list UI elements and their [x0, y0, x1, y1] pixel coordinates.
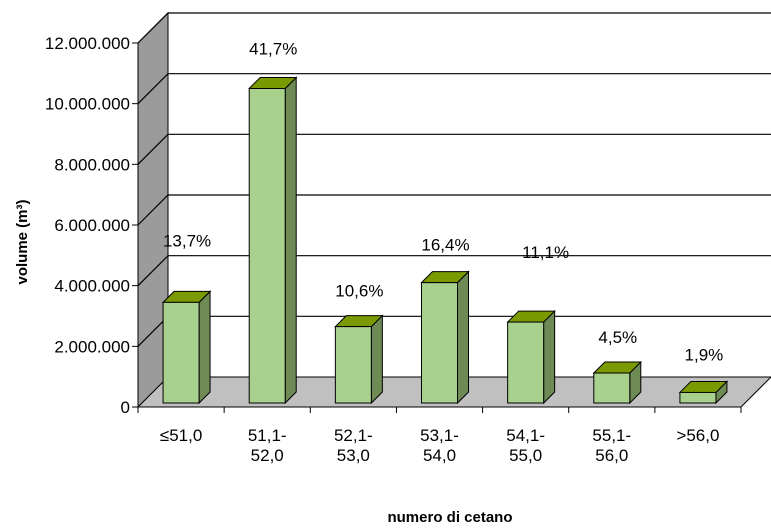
- gridline: [137, 133, 771, 165]
- y-tick-label: 4.000.000: [54, 277, 130, 296]
- data-label: 11,1%: [522, 243, 569, 262]
- bars: [161, 76, 729, 405]
- x-tick-label: ≤51,0: [160, 426, 202, 445]
- x-tick-label-line: 53,1-: [420, 426, 459, 445]
- y-tick-label: 0: [121, 398, 130, 417]
- x-tick-label: 54,1-55,0: [506, 426, 545, 465]
- bar-front: [162, 301, 200, 404]
- gridline: [137, 12, 771, 44]
- data-label: 1,9%: [685, 345, 724, 364]
- x-tick-label: 52,1-53,0: [334, 426, 373, 465]
- x-tick-label: >56,0: [676, 426, 719, 445]
- y-tick-label: 2.000.000: [54, 337, 130, 356]
- bar: [678, 380, 729, 405]
- bar-front: [334, 326, 372, 404]
- x-tick-label-line: 53,0: [337, 446, 370, 465]
- bar: [334, 314, 384, 405]
- x-tick-label: 55,1-56,0: [592, 426, 631, 465]
- bar-side: [284, 76, 297, 405]
- x-tick-label-line: 51,1-: [248, 426, 287, 445]
- data-label: 10,6%: [335, 282, 383, 301]
- x-tick-label-line: ≤51,0: [160, 426, 202, 445]
- bar-front: [507, 321, 545, 404]
- y-tick-label: 8.000.000: [54, 155, 130, 174]
- bar: [161, 290, 212, 405]
- y-tick-label: 10.000.000: [45, 95, 130, 114]
- gridline: [137, 255, 771, 287]
- x-tick-label: 53,1-54,0: [420, 426, 459, 465]
- bar-side: [457, 270, 469, 405]
- bar-front: [248, 88, 286, 404]
- bar: [248, 76, 298, 405]
- bar-side: [198, 290, 211, 405]
- y-tick-label: 12.000.000: [45, 34, 130, 53]
- bar-side: [543, 309, 556, 405]
- x-axis-title: numero di cetano: [387, 509, 512, 526]
- x-tick-labels: ≤51,0 51,1-52,052,1-53,053,1-54,054,1-55,…: [160, 426, 720, 465]
- x-tick-label-line: 52,0: [251, 446, 284, 465]
- x-tick-label-line: 55,0: [509, 446, 542, 465]
- y-tick-label: 6.000.000: [54, 216, 130, 235]
- x-tick-label-line: 54,1-: [506, 426, 545, 445]
- data-labels: 13,7% 41,7% 10,6% 16,4% 11,1% 4,5% 1,9%: [163, 40, 723, 365]
- gridline: [137, 194, 771, 226]
- data-label: 16,4%: [421, 236, 469, 255]
- y-tick-labels: 0 2.000.000 4.000.000 6.000.000 8.000.000 10.…: [45, 34, 130, 417]
- x-tick-label-line: 55,1-: [592, 426, 631, 445]
- x-tick-label: 51,1-52,0: [248, 426, 287, 465]
- x-tick-label-line: 52,1-: [334, 426, 373, 445]
- x-tick-label-line: 56,0: [595, 446, 628, 465]
- data-label: 13,7%: [163, 231, 211, 250]
- bar-front: [593, 372, 631, 404]
- bar-front: [421, 282, 458, 404]
- bar: [592, 360, 642, 405]
- bar-side: [370, 314, 383, 405]
- x-tick-label-line: 54,0: [423, 446, 456, 465]
- bar: [506, 309, 556, 405]
- x-tick-label-line: >56,0: [676, 426, 719, 445]
- y-axis-title: volume (m³): [14, 199, 31, 284]
- bar-front: [679, 391, 717, 404]
- data-label: 41,7%: [249, 40, 297, 59]
- gridline: [137, 73, 771, 105]
- data-label: 4,5%: [598, 328, 637, 347]
- bar: [420, 270, 470, 405]
- axes: [132, 42, 742, 413]
